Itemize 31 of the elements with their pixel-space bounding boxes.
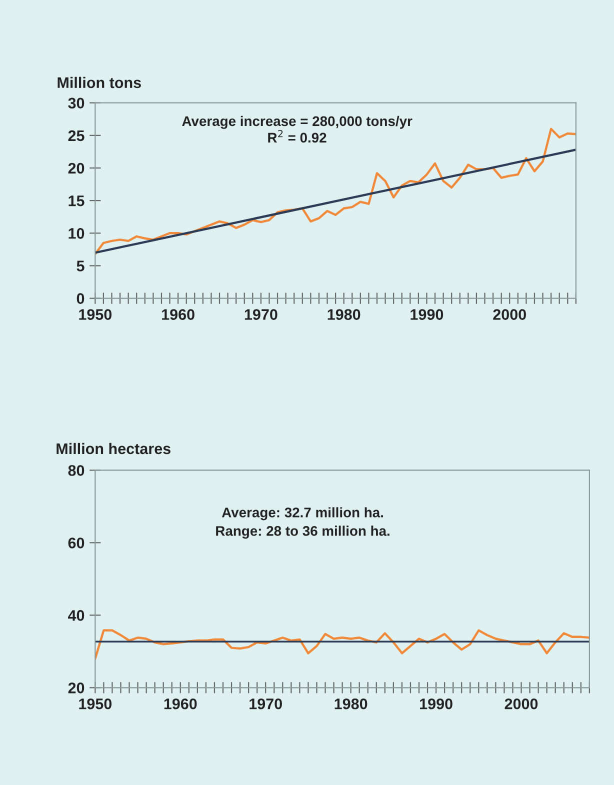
x-tick-label: 1950 <box>79 309 112 320</box>
y-axis-title: Million tons <box>58 76 141 88</box>
x-tick-label: 1960 <box>164 698 197 710</box>
x-tick-label: 2000 <box>504 698 538 710</box>
x-tick-label: 1970 <box>250 698 282 710</box>
y-tick-label: 30 <box>68 98 84 109</box>
x-tick-label: 1950 <box>79 698 112 710</box>
y-tick-label: 10 <box>68 228 84 239</box>
y-tick-label: 80 <box>68 465 84 476</box>
x-tick-label: 2000 <box>493 309 526 320</box>
annotation: Average increase = 280,000 tons/yr <box>182 116 412 129</box>
annotation: Range: 28 to 36 million ha. <box>216 526 390 539</box>
y-tick-label: 40 <box>68 610 84 621</box>
y-tick-label: 20 <box>68 162 84 174</box>
annotation: R$^{2}$ = 0.92 <box>268 130 326 143</box>
line-series <box>95 629 590 660</box>
x-tick-label: 1990 <box>420 698 452 710</box>
x-tick-label: 1960 <box>162 309 194 320</box>
x-tick-label: 1970 <box>244 309 278 320</box>
y-tick-label: 20 <box>68 682 84 694</box>
y-tick-label: 0 <box>76 293 84 304</box>
y-tick-label: 60 <box>68 538 84 548</box>
x-tick-label: 1980 <box>334 698 368 710</box>
y-tick-label: 15 <box>68 196 84 206</box>
annotation: Average: 32.7 million ha. <box>222 507 383 520</box>
y-tick-label: 5 <box>76 260 84 272</box>
x-tick-label: 1990 <box>410 309 444 320</box>
x-tick-label: 1980 <box>328 309 360 320</box>
y-tick-label: 25 <box>68 130 84 142</box>
y-axis-title: Million hectares <box>56 442 170 454</box>
line-series <box>95 128 576 256</box>
